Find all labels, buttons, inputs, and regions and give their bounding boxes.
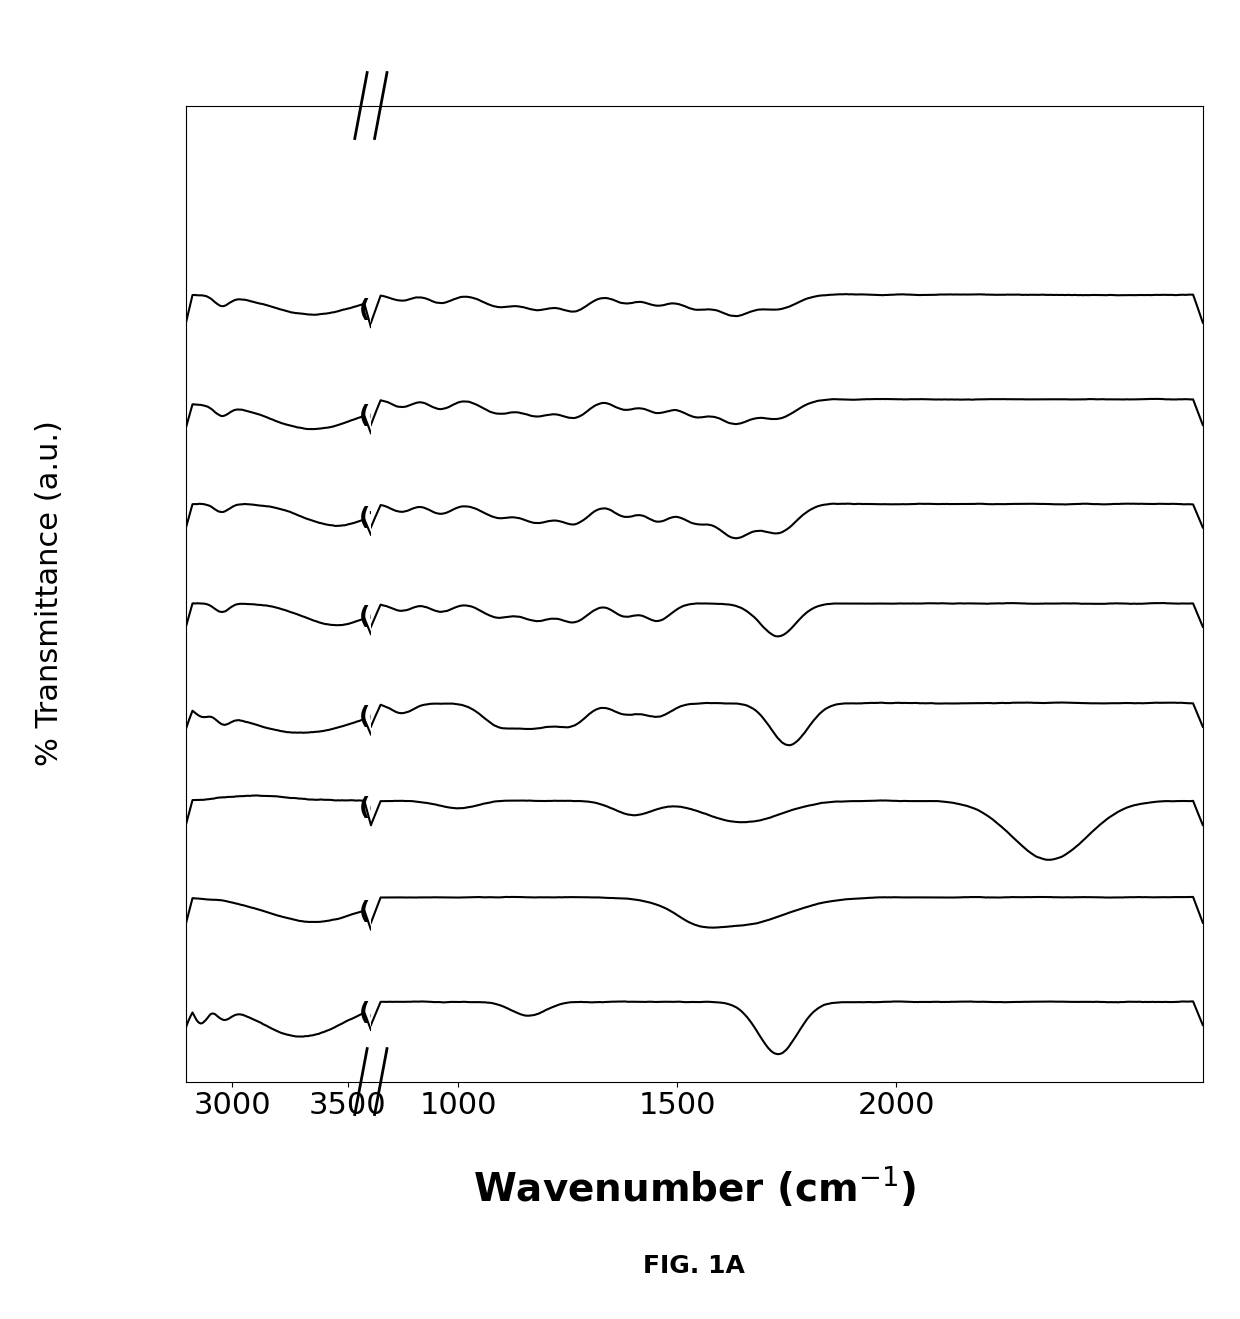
Text: Wavenumber (cm$^{-1}$): Wavenumber (cm$^{-1}$) xyxy=(472,1165,916,1210)
Text: (f): (f) xyxy=(360,505,393,530)
Text: % Transmittance (a.u.): % Transmittance (a.u.) xyxy=(35,421,64,766)
Text: (g): (g) xyxy=(360,404,401,429)
Text: (d): (d) xyxy=(360,706,401,729)
Text: FIG. 1A: FIG. 1A xyxy=(644,1254,745,1278)
Text: (c): (c) xyxy=(360,795,397,820)
Text: (e): (e) xyxy=(360,605,399,629)
Text: (a): (a) xyxy=(360,1001,399,1025)
Text: (h): (h) xyxy=(360,298,401,322)
Text: (b): (b) xyxy=(360,901,401,925)
